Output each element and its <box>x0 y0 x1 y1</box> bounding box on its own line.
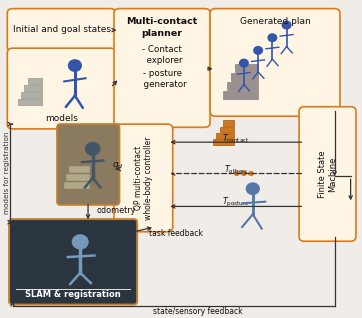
FancyBboxPatch shape <box>210 9 340 116</box>
FancyBboxPatch shape <box>9 219 137 305</box>
Circle shape <box>254 47 262 54</box>
Circle shape <box>247 183 259 194</box>
Text: Finite State
Machine: Finite State Machine <box>318 150 337 198</box>
Text: SLAM & registration: SLAM & registration <box>25 290 121 299</box>
Bar <box>21 92 42 98</box>
Text: $T_{\mathsf{posture}}$: $T_{\mathsf{posture}}$ <box>222 196 250 209</box>
Circle shape <box>68 60 81 71</box>
Circle shape <box>240 59 248 67</box>
Text: Multi-contact: Multi-contact <box>126 17 198 26</box>
Bar <box>235 64 258 72</box>
FancyBboxPatch shape <box>114 9 210 127</box>
Bar <box>18 99 42 105</box>
Text: - Contact: - Contact <box>142 45 182 54</box>
Circle shape <box>249 172 253 176</box>
FancyBboxPatch shape <box>299 107 356 241</box>
Bar <box>66 174 90 181</box>
Text: QP multi-contact
whole-body controller: QP multi-contact whole-body controller <box>134 136 153 220</box>
Bar <box>216 133 234 138</box>
Text: $T_{\mathsf{others}}$: $T_{\mathsf{others}}$ <box>224 163 248 176</box>
Bar <box>28 78 42 84</box>
Text: $q_d$: $q_d$ <box>112 160 123 171</box>
Circle shape <box>85 142 100 155</box>
Bar <box>223 91 258 99</box>
Bar <box>223 120 234 126</box>
Circle shape <box>72 235 88 249</box>
Bar <box>63 182 90 189</box>
Text: - posture: - posture <box>143 69 182 78</box>
Circle shape <box>268 34 277 42</box>
Bar <box>212 139 234 145</box>
Circle shape <box>242 172 246 176</box>
Bar <box>220 127 234 132</box>
Text: state/sensory feedback: state/sensory feedback <box>153 307 243 316</box>
Bar <box>24 85 42 91</box>
FancyBboxPatch shape <box>7 9 116 51</box>
Text: Generated plan: Generated plan <box>240 17 310 26</box>
Text: planner: planner <box>142 30 182 38</box>
FancyBboxPatch shape <box>57 124 119 205</box>
Text: Initial and goal states: Initial and goal states <box>13 25 110 34</box>
Circle shape <box>282 21 291 29</box>
Text: generator: generator <box>138 80 186 89</box>
Bar <box>69 166 90 173</box>
Bar <box>227 82 258 90</box>
Circle shape <box>235 172 239 176</box>
Text: explorer: explorer <box>141 56 183 65</box>
FancyBboxPatch shape <box>7 48 116 129</box>
FancyBboxPatch shape <box>114 124 173 232</box>
Text: models for registration: models for registration <box>4 132 9 214</box>
Text: $T_{\mathsf{contact}}$: $T_{\mathsf{contact}}$ <box>222 132 250 145</box>
Text: models: models <box>45 114 78 123</box>
Bar <box>231 73 258 81</box>
Text: odometry: odometry <box>96 206 136 215</box>
Text: task feedback: task feedback <box>150 229 203 238</box>
